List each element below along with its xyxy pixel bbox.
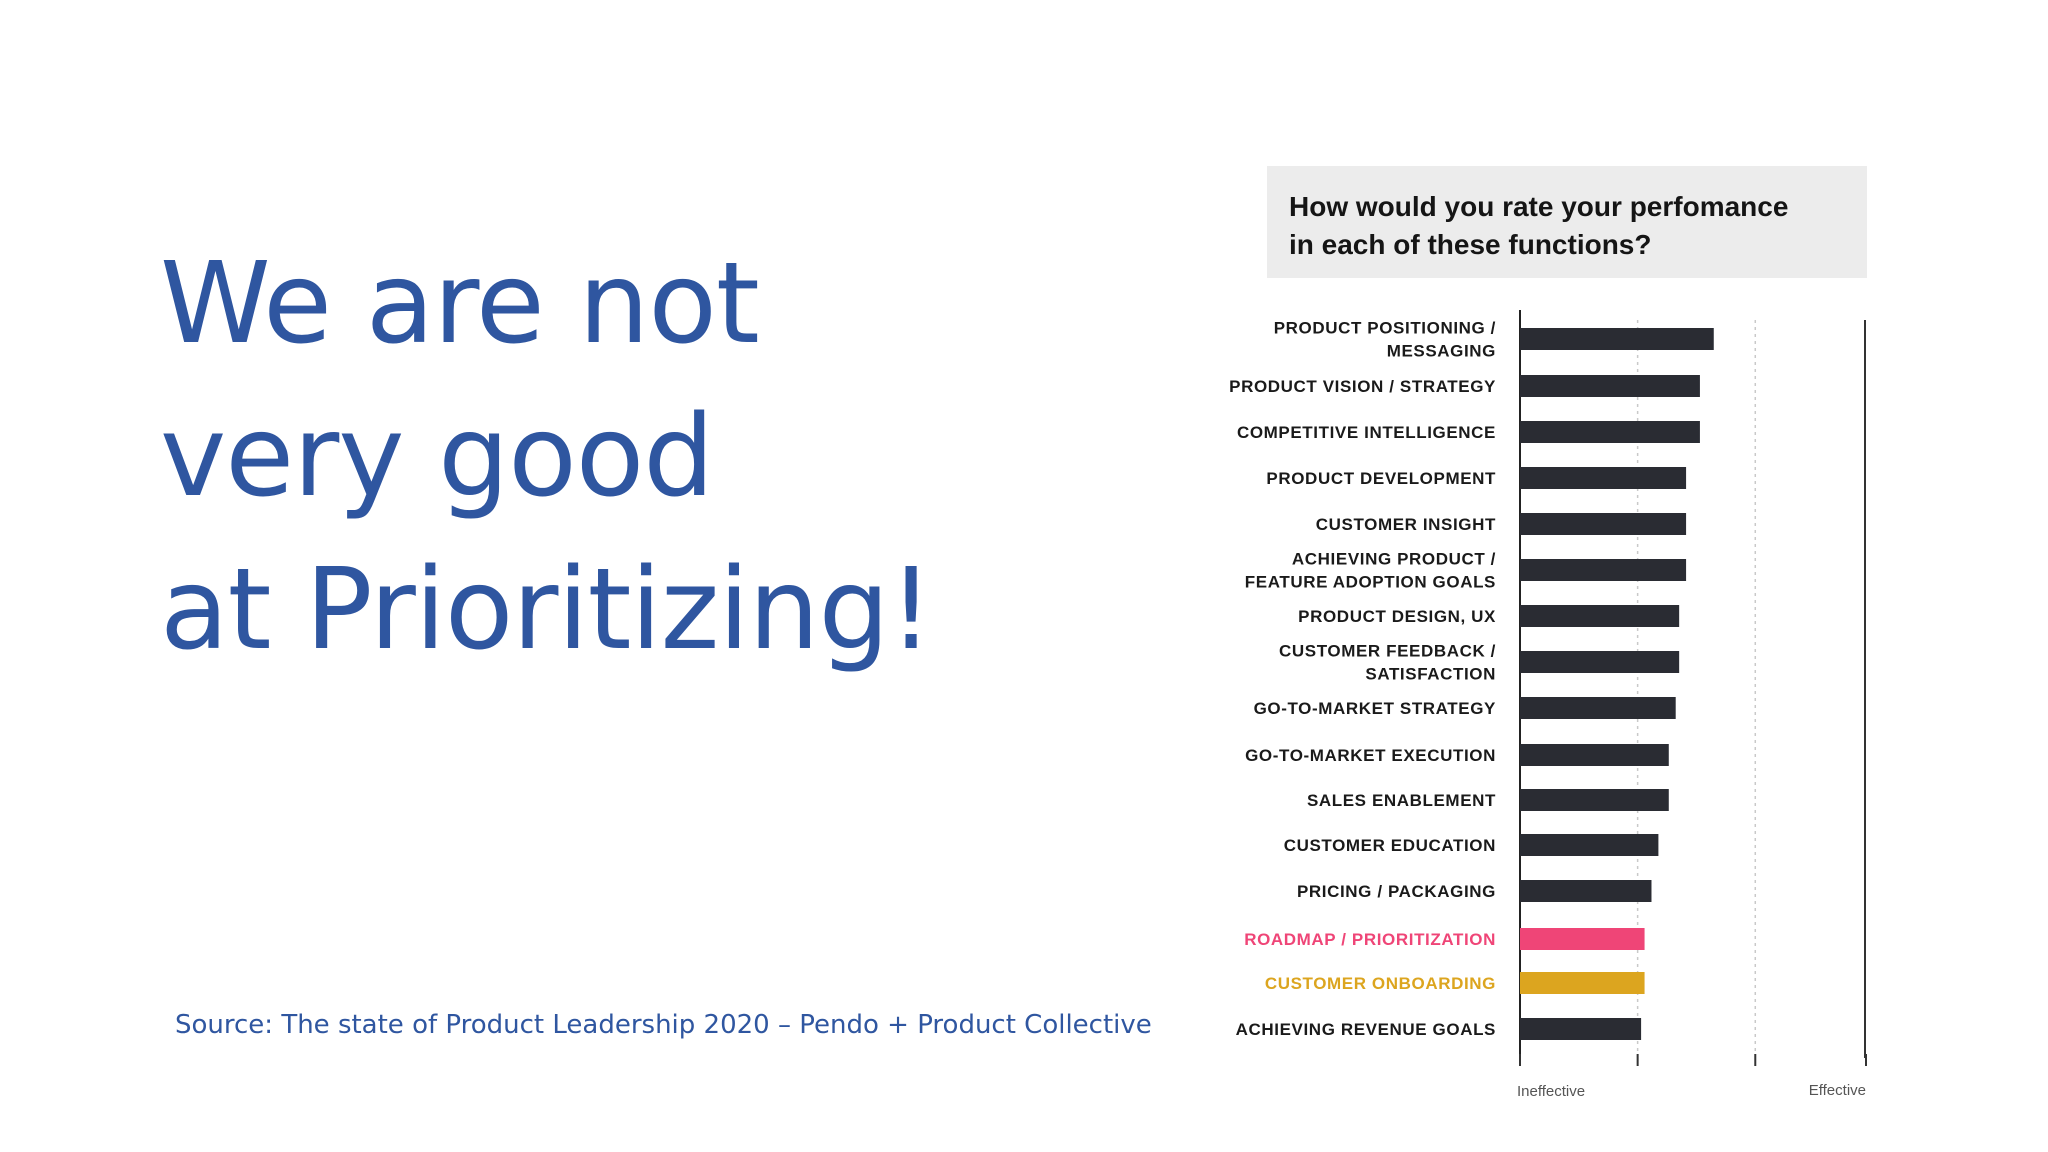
bar-12 <box>1520 834 1659 856</box>
chart-title-line-2: in each of these functions? <box>1289 229 1652 260</box>
bar-11 <box>1520 789 1669 811</box>
category-label-10: GO-TO-MARKET EXECUTION <box>1245 746 1496 765</box>
chart-title-box: How would you rate your perfomance in ea… <box>1267 166 1867 278</box>
bar-5 <box>1520 513 1687 535</box>
bar-6 <box>1520 559 1687 581</box>
bar-14 <box>1520 928 1645 950</box>
x-tick-label-effective: Effective <box>1809 1082 1866 1099</box>
bar-8 <box>1520 651 1680 673</box>
category-label-8: CUSTOMER FEEDBACK / SATISFACTION <box>1279 642 1496 684</box>
bar-7 <box>1520 605 1680 627</box>
headline-line-2: very good <box>160 392 714 522</box>
category-label-5: CUSTOMER INSIGHT <box>1316 515 1496 534</box>
headline-line-1: We are not <box>160 239 760 369</box>
headline-line-3: at Prioritizing! <box>160 545 933 675</box>
category-label-1: PRODUCT POSITIONING / MESSAGING <box>1274 319 1496 361</box>
category-label-14: ROADMAP / PRIORITIZATION <box>1244 930 1496 949</box>
category-label-12: CUSTOMER EDUCATION <box>1284 836 1496 855</box>
category-label-4: PRODUCT DEVELOPMENT <box>1266 469 1496 488</box>
bar-10 <box>1520 744 1669 766</box>
category-label-2: PRODUCT VISION / STRATEGY <box>1229 377 1496 396</box>
category-label-3: COMPETITIVE INTELLIGENCE <box>1237 423 1496 442</box>
chart-title-line-1: How would you rate your perfomance <box>1289 191 1789 222</box>
bar-3 <box>1520 421 1700 443</box>
category-label-16: ACHIEVING REVENUE GOALS <box>1236 1020 1496 1039</box>
category-label-15: CUSTOMER ONBOARDING <box>1265 974 1496 993</box>
source-citation: Source: The state of Product Leadership … <box>175 1010 1152 1040</box>
bar-9 <box>1520 697 1676 719</box>
bar-15 <box>1520 972 1645 994</box>
bar-1 <box>1520 328 1714 350</box>
bar-2 <box>1520 375 1700 397</box>
x-tick-label-ineffective: Ineffective <box>1517 1083 1585 1100</box>
category-label-9: GO-TO-MARKET STRATEGY <box>1254 699 1496 718</box>
bar-4 <box>1520 467 1687 489</box>
slide-headline: We are not very good at Prioritizing! <box>160 228 933 687</box>
category-label-11: SALES ENABLEMENT <box>1307 791 1496 810</box>
category-label-13: PRICING / PACKAGING <box>1297 882 1496 901</box>
bar-16 <box>1520 1018 1642 1040</box>
bar-chart: Ineffective Effective PRODUCT POSITIONING … <box>1229 310 1867 1100</box>
category-label-7: PRODUCT DESIGN, UX <box>1298 607 1496 626</box>
category-label-6: ACHIEVING PRODUCT / FEATURE ADOPTION GOAL… <box>1245 550 1496 592</box>
bar-13 <box>1520 880 1652 902</box>
